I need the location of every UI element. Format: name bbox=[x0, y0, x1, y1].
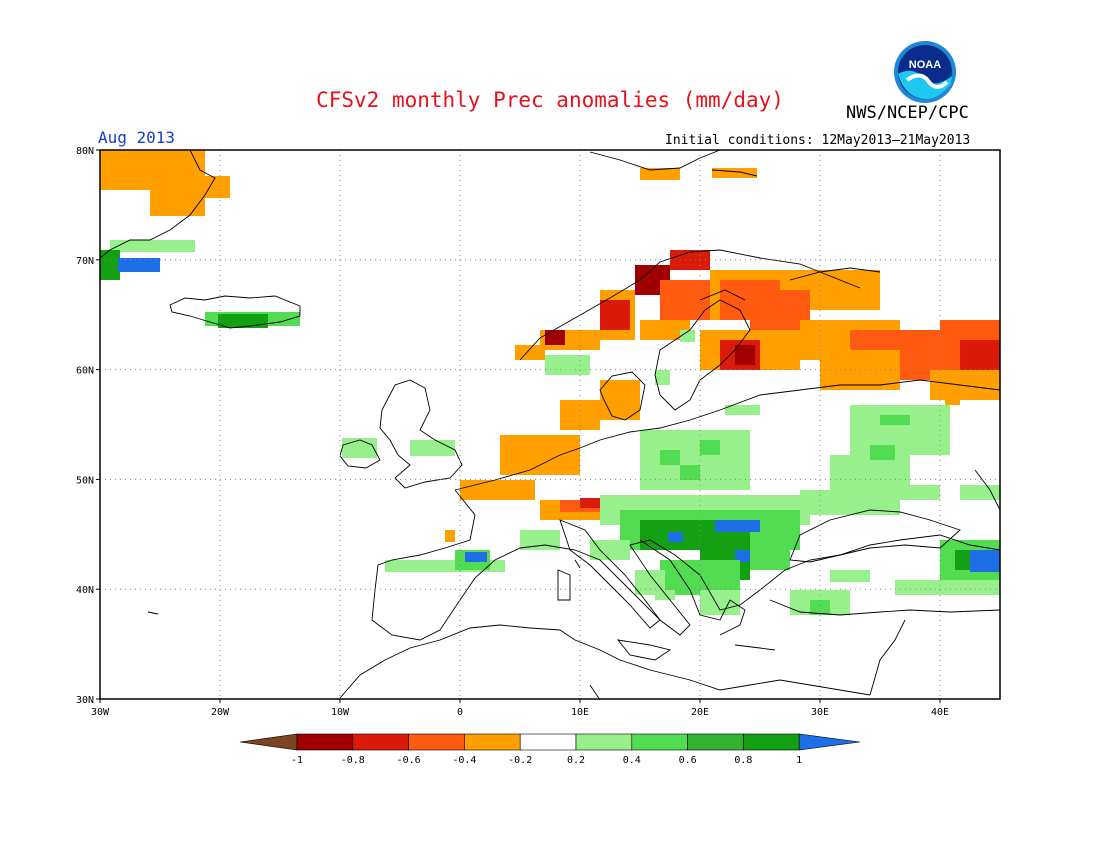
anomaly-cell bbox=[850, 405, 950, 455]
lon-tick-label: 0 bbox=[457, 707, 463, 718]
lon-tick-label: 20W bbox=[211, 707, 230, 718]
anomaly-cell bbox=[640, 430, 750, 490]
anomaly-cell bbox=[520, 530, 560, 550]
legend-swatch bbox=[631, 733, 688, 751]
anomaly-cell bbox=[545, 355, 590, 375]
anomaly-cell bbox=[880, 485, 940, 500]
anomaly-cell bbox=[640, 168, 680, 180]
agency-label: NWS/NCEP/CPC bbox=[846, 103, 969, 123]
anomaly-cell bbox=[590, 540, 630, 560]
anomaly-cell bbox=[660, 450, 680, 465]
anomaly-cell bbox=[750, 540, 790, 570]
anomaly-cell bbox=[465, 552, 487, 562]
map-frame bbox=[99, 149, 1001, 700]
lon-tick-label: 30E bbox=[811, 707, 829, 718]
anomaly-cell bbox=[218, 314, 268, 328]
anomaly-cell bbox=[668, 532, 683, 542]
lat-tick-label: 30N bbox=[76, 695, 94, 706]
anomaly-cells bbox=[100, 150, 1000, 615]
legend-label: 1 bbox=[796, 755, 802, 766]
anomaly-cell bbox=[600, 380, 640, 420]
legend-swatch bbox=[575, 733, 633, 751]
anomaly-cell bbox=[515, 345, 545, 360]
svg-text:NOAA: NOAA bbox=[909, 59, 941, 71]
lon-tick-label: 20E bbox=[691, 707, 709, 718]
legend-swatch bbox=[352, 733, 409, 751]
anomaly-cell bbox=[800, 270, 880, 310]
anomaly-cell bbox=[515, 460, 545, 475]
anomaly-cell bbox=[830, 570, 870, 582]
anomaly-cell bbox=[640, 320, 690, 340]
anomaly-cell bbox=[100, 250, 120, 280]
lon-tick-label: 40E bbox=[931, 707, 949, 718]
lat-tick-label: 50N bbox=[76, 475, 94, 486]
legend-arrow-left bbox=[239, 733, 298, 751]
anomaly-cell bbox=[930, 370, 1000, 400]
anomaly-cell bbox=[735, 345, 755, 365]
legend-label: -0.4 bbox=[452, 755, 476, 766]
anomaly-cell bbox=[712, 168, 757, 178]
color-legend: -1 -0.8 -0.6 -0.4 -0.2 0.2 0.4 0.6 0.8 1 bbox=[239, 733, 861, 766]
legend-label: 0.8 bbox=[734, 755, 752, 766]
anomaly-cell bbox=[410, 440, 455, 456]
anomaly-cell bbox=[960, 485, 1000, 500]
anomaly-cell bbox=[655, 590, 675, 600]
legend-arrow-right bbox=[798, 733, 861, 751]
legend-swatch bbox=[519, 733, 577, 751]
coastlines bbox=[99, 149, 1001, 701]
anomaly-cell bbox=[460, 480, 535, 500]
anomaly-cell bbox=[655, 370, 670, 385]
anomaly-cell bbox=[880, 415, 910, 425]
anomaly-cell bbox=[870, 445, 895, 460]
legend-label: -0.6 bbox=[397, 755, 421, 766]
anomaly-cell bbox=[680, 330, 695, 342]
legend-label: -0.2 bbox=[508, 755, 532, 766]
legend-label: 0.4 bbox=[623, 755, 641, 766]
anomaly-cell bbox=[700, 440, 720, 455]
lat-tick-label: 80N bbox=[76, 146, 94, 157]
anomaly-cell bbox=[110, 240, 195, 252]
anomaly-cell bbox=[895, 580, 1000, 595]
forecast-month: Aug 2013 bbox=[98, 128, 176, 147]
anomaly-cell bbox=[185, 178, 230, 198]
lon-tick-label: 30W bbox=[91, 707, 110, 718]
legend-label: -0.8 bbox=[341, 755, 365, 766]
lat-lon-grid bbox=[100, 150, 1000, 699]
legend-label: -1 bbox=[291, 755, 303, 766]
anomaly-cell bbox=[600, 300, 630, 330]
anomaly-cell bbox=[715, 520, 760, 532]
anomaly-cell bbox=[100, 150, 205, 176]
anomaly-cell bbox=[660, 280, 710, 320]
legend-swatch bbox=[296, 733, 354, 751]
legend-swatch bbox=[743, 733, 800, 751]
initial-conditions: Initial conditions: 12May2013–21May2013 bbox=[665, 133, 971, 148]
anomaly-cell bbox=[945, 395, 960, 405]
anomaly-cell bbox=[118, 258, 160, 272]
legend-label: 0.2 bbox=[567, 755, 585, 766]
lat-tick-label: 40N bbox=[76, 585, 94, 596]
anomaly-cell bbox=[725, 405, 760, 415]
anomaly-cell bbox=[545, 330, 565, 345]
lon-tick-label: 10E bbox=[571, 707, 589, 718]
anomaly-cell bbox=[445, 530, 455, 542]
legend-swatch bbox=[687, 733, 744, 751]
anomaly-cell bbox=[970, 550, 1000, 572]
anomaly-cell bbox=[342, 438, 377, 458]
anomaly-cell bbox=[580, 498, 600, 508]
legend-label: 0.6 bbox=[679, 755, 697, 766]
legend-swatch bbox=[464, 733, 521, 751]
legend-swatch bbox=[408, 733, 465, 751]
noaa-logo-icon: NOAA bbox=[894, 41, 956, 103]
map-axes: 30W 20W 10W 0 10E 20E 30E 40E 30N 40N 50N 60N 70N 80N bbox=[76, 146, 949, 718]
anomaly-cell bbox=[680, 465, 700, 480]
map-title: CFSv2 monthly Prec anomalies (mm/day) bbox=[316, 88, 784, 112]
anomaly-cell bbox=[960, 340, 1000, 370]
lat-tick-label: 60N bbox=[76, 366, 94, 377]
lat-tick-label: 70N bbox=[76, 256, 94, 267]
anomaly-cell bbox=[810, 600, 830, 615]
lon-tick-label: 10W bbox=[331, 707, 350, 718]
